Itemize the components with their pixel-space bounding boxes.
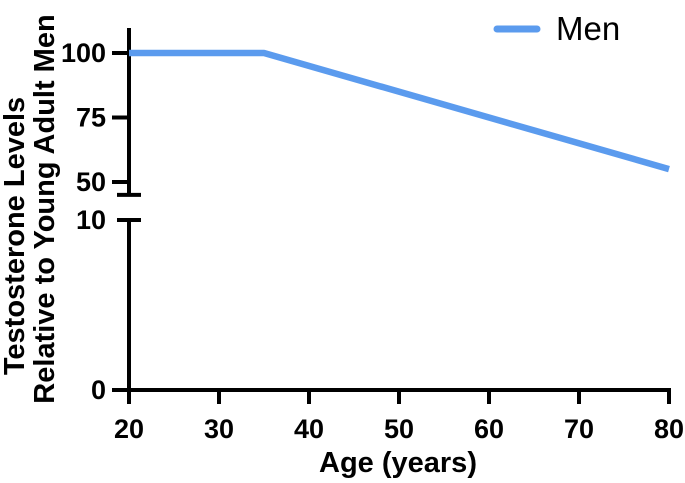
x-tick-label: 20: [114, 414, 144, 444]
y-tick-label: 10: [76, 205, 106, 235]
legend-label-men: Men: [556, 10, 620, 47]
x-tick-label: 40: [294, 414, 324, 444]
y-axis-title-line1: Testosterone Levels: [0, 97, 31, 375]
x-axis-title: Age (years): [319, 447, 477, 479]
x-tick-label: 30: [204, 414, 234, 444]
legend: Men: [493, 10, 620, 47]
y-tick-label: 100: [61, 38, 106, 68]
x-tick-label: 60: [474, 414, 504, 444]
y-tick-label: 0: [91, 375, 106, 405]
y-tick-label: 50: [76, 167, 106, 197]
y-axis-title-line2: Relative to Young Adult Men: [29, 14, 61, 403]
x-tick-label: 70: [564, 414, 594, 444]
x-tick-label: 80: [654, 414, 684, 444]
x-tick-label: 50: [384, 414, 414, 444]
series-line-men: [129, 49, 670, 173]
y-tick-label: 75: [76, 103, 106, 133]
